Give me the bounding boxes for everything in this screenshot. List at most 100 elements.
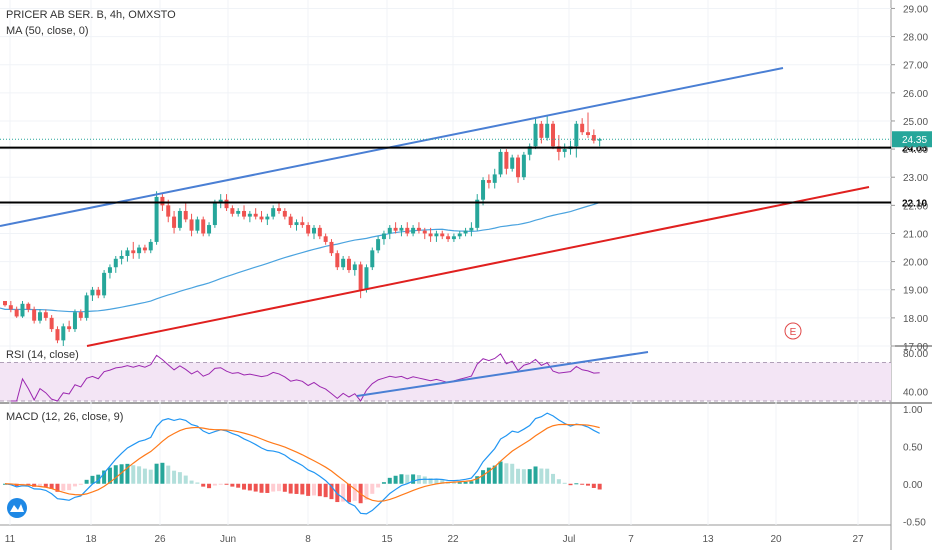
candle-body (335, 253, 340, 268)
candle-body (591, 135, 596, 141)
candle-body (90, 289, 95, 296)
macd-histogram-bar (492, 465, 497, 484)
macd-histogram-bar (346, 483, 351, 503)
macd-histogram-bar (457, 482, 462, 484)
candle-body (551, 123, 556, 147)
candle-body (440, 233, 445, 237)
candle-body (172, 216, 177, 228)
price-tick-label: 20.00 (903, 258, 928, 269)
macd-histogram-bar (288, 483, 293, 494)
candle-body (574, 123, 579, 147)
candle-body (183, 210, 188, 220)
price-tick-label: 26.00 (903, 89, 928, 100)
rsi-line (10, 353, 600, 402)
price-tick-label: 21.00 (903, 229, 928, 240)
candle-body (341, 258, 346, 268)
macd-histogram-bar (277, 483, 282, 492)
macd-layer: 1.00 0.50 0.00 -0.50 (3, 405, 926, 528)
macd-histogram-bar (539, 468, 544, 484)
macd-histogram-bar (72, 483, 77, 487)
candle-body (189, 219, 194, 231)
level-price-label: 24.05 (902, 144, 927, 155)
macd-histogram-bar (381, 482, 386, 484)
candle-body (451, 236, 456, 240)
candle-body (230, 208, 235, 214)
candle-body (376, 239, 381, 251)
candle-body (364, 267, 369, 290)
macd-histogram-bar (545, 468, 550, 484)
candle-body (492, 174, 497, 183)
macd-histogram-bar (26, 483, 31, 485)
candle-body (212, 202, 217, 226)
trendline-layer[interactable]: 24.05 22.10 24.35 (0, 67, 932, 347)
level-price-label-bg (892, 194, 932, 211)
candle-body (352, 264, 357, 271)
candle-body (411, 227, 416, 234)
candle-body (521, 154, 526, 178)
candle-body (323, 236, 328, 242)
candle-body (277, 208, 282, 211)
macd-histogram-bar (49, 483, 54, 489)
candle-body (166, 205, 171, 217)
candle-layer (3, 112, 602, 346)
macd-histogram-bar (166, 465, 171, 484)
candle-body (562, 149, 567, 152)
candle-body (131, 250, 136, 254)
time-tick-label: 8 (305, 534, 311, 545)
macd-histogram-bar (247, 483, 252, 491)
macd-histogram-bar (84, 479, 89, 484)
macd-histogram-bar (475, 476, 480, 484)
candle-body (504, 151, 509, 169)
candle-body (271, 208, 276, 217)
macd-histogram-bar (78, 483, 83, 485)
macd-histogram-bar (90, 475, 95, 484)
macd-histogram-bar (527, 469, 532, 484)
price-tick-label: 27.00 (903, 61, 928, 72)
time-tick-label: 20 (770, 534, 782, 545)
candle-body (329, 241, 334, 254)
candle-body (55, 329, 60, 341)
macd-histogram-bar (323, 483, 328, 498)
macd-histogram-bar (533, 466, 538, 484)
macd-histogram-bar (422, 476, 427, 484)
macd-histogram-bar (300, 483, 305, 495)
candle-body (306, 225, 311, 234)
macd-histogram-bar (597, 483, 602, 490)
candle-body (475, 199, 480, 228)
macd-histogram-bar (440, 480, 445, 484)
macd-histogram-bar (591, 483, 596, 488)
candle-body (72, 312, 77, 330)
candle-body (20, 303, 25, 317)
candle-body (311, 227, 316, 234)
macd-histogram-bar (177, 472, 182, 484)
macd-histogram-bar (516, 468, 521, 484)
earnings-event-letter: E (790, 327, 797, 338)
macd-histogram-bar (510, 463, 515, 484)
axis-layer: 17.00 18.00 19.00 20.00 21.00 22.00 23.00 24.00… (5, 4, 929, 545)
candle-body (119, 255, 124, 259)
rsi-tick-label: 80.00 (903, 349, 928, 360)
macd-histogram-bar (486, 467, 491, 484)
earnings-event-marker[interactable] (784, 322, 802, 340)
candle-body (387, 227, 392, 234)
candle-body (32, 309, 37, 321)
macd-histogram-bar (265, 483, 270, 493)
price-tick-label: 18.00 (903, 314, 928, 325)
candle-body (481, 180, 486, 200)
macd-histogram-bar (311, 483, 316, 496)
time-tick-label: 15 (381, 534, 393, 545)
logo-icon[interactable] (7, 498, 27, 518)
candle-body (294, 222, 299, 226)
candle-body (102, 272, 107, 296)
candle-body (434, 233, 439, 237)
macd-histogram-bar (341, 483, 346, 502)
candle-body (346, 258, 351, 271)
candle-body (148, 241, 153, 251)
macd-histogram-bar (551, 473, 556, 484)
macd-histogram-bar (43, 483, 48, 487)
macd-histogram-bar (224, 483, 229, 485)
candle-body (446, 236, 451, 240)
last-price-label-bg (892, 131, 932, 148)
macd-histogram-bar (119, 464, 124, 484)
